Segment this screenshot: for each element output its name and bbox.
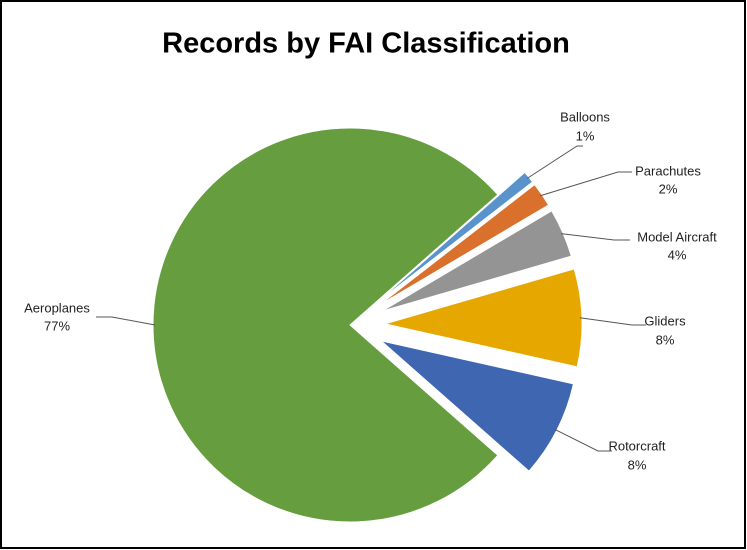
leader-line bbox=[579, 317, 646, 326]
data-label-value: 4% bbox=[668, 247, 687, 262]
leader-line bbox=[554, 428, 612, 452]
data-label-name: Rotorcraft bbox=[608, 438, 665, 453]
pie-slice bbox=[378, 183, 550, 306]
data-label-name: Model Aircraft bbox=[637, 229, 717, 244]
leader-line bbox=[540, 171, 632, 197]
data-label-value: 2% bbox=[659, 181, 678, 196]
data-label-name: Balloons bbox=[560, 109, 610, 124]
leader-line bbox=[96, 316, 156, 326]
data-label-value: 8% bbox=[656, 332, 675, 347]
data-label-value: 77% bbox=[44, 318, 70, 333]
leader-line bbox=[526, 145, 583, 179]
pie-slice bbox=[381, 210, 572, 312]
data-label-name: Parachutes bbox=[635, 163, 701, 178]
leader-line bbox=[561, 233, 630, 241]
chart-title: Records by FAI Classification bbox=[162, 28, 570, 60]
data-label-name: Gliders bbox=[644, 313, 686, 328]
data-label-name: Aeroplanes bbox=[24, 300, 90, 315]
data-label-value: 1% bbox=[576, 128, 595, 143]
data-label-value: 8% bbox=[628, 457, 647, 472]
